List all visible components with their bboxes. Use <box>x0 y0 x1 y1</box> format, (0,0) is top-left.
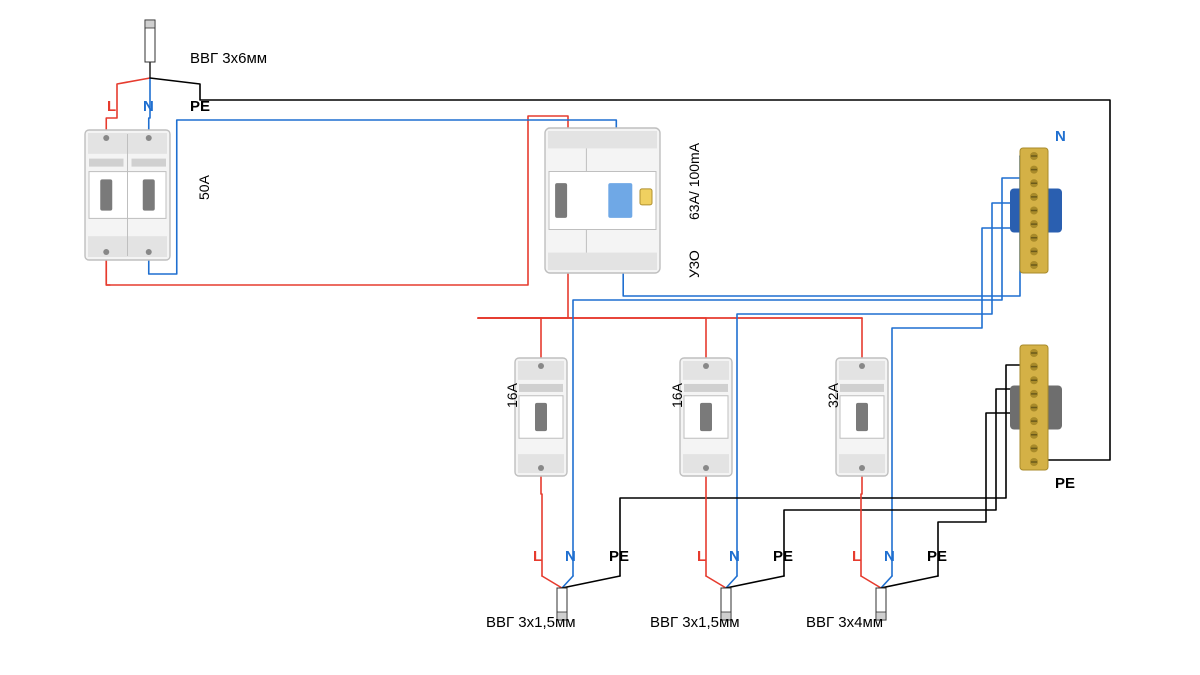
main-breaker-rating: 50A <box>196 175 212 200</box>
L-in-label: L <box>107 98 116 115</box>
busbar-PE-label: PE <box>1055 475 1075 492</box>
out3-N: N <box>884 548 895 565</box>
out3-cable: ВВГ 3х4мм <box>806 614 883 631</box>
out2-cable: ВВГ 3х1,5мм <box>650 614 740 631</box>
out1-cable: ВВГ 3х1,5мм <box>486 614 576 631</box>
breaker1-rating: 16A <box>504 383 520 408</box>
out1-N: N <box>565 548 576 565</box>
rcd-rating: 63A/ 100mA <box>686 143 702 220</box>
out2-PE: PE <box>773 548 793 565</box>
out1-L: L <box>533 548 542 565</box>
wiring-diagram <box>0 0 1200 675</box>
PE-in-label: PE <box>190 98 210 115</box>
out2-N: N <box>729 548 740 565</box>
out2-L: L <box>697 548 706 565</box>
breaker2-rating: 16A <box>669 383 685 408</box>
busbar-N-label: N <box>1055 128 1066 145</box>
breaker3-rating: 32A <box>825 383 841 408</box>
N-in-label: N <box>143 98 154 115</box>
cable-in-label: ВВГ 3х6мм <box>190 50 267 67</box>
out3-PE: PE <box>927 548 947 565</box>
rcd-name: УЗО <box>686 250 702 278</box>
out3-L: L <box>852 548 861 565</box>
out1-PE: PE <box>609 548 629 565</box>
